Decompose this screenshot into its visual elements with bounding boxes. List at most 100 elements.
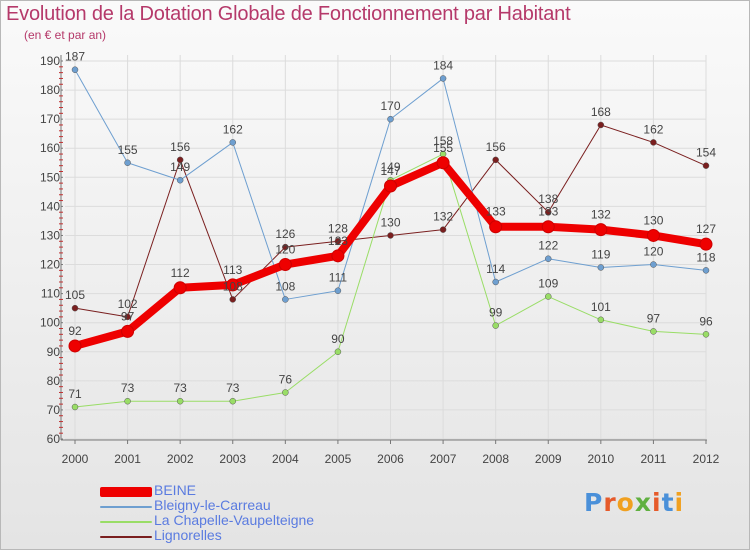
- data-label-beine: 97: [121, 309, 135, 323]
- y-tick-label: 100: [40, 316, 60, 330]
- x-tick-label: 2011: [641, 452, 667, 466]
- x-tick-label: 2002: [167, 452, 194, 466]
- point-beine: [594, 223, 608, 237]
- point-beine: [489, 220, 503, 234]
- data-label-bleigny-le-carreau: 187: [65, 50, 85, 64]
- point-bleigny-le-carreau: [545, 255, 552, 262]
- logo-letter: i: [652, 488, 662, 517]
- x-tick-label: 2003: [219, 452, 246, 466]
- data-label-bleigny-le-carreau: 184: [433, 58, 453, 72]
- x-tick-label: 2010: [587, 452, 614, 466]
- data-label-bleigny-le-carreau: 155: [118, 143, 138, 157]
- point-lignorelles: [229, 296, 236, 303]
- data-label-bleigny-le-carreau: 118: [696, 250, 715, 264]
- point-la-chapelle-vaupelteigne: [650, 328, 657, 335]
- point-bleigny-le-carreau: [650, 261, 657, 268]
- legend-swatch-bleigny-le-carreau: [100, 506, 152, 508]
- data-label-la-chapelle-vaupelteigne: 73: [121, 381, 135, 395]
- logo-letter: P: [584, 488, 604, 517]
- data-label-beine: 147: [380, 164, 400, 178]
- point-la-chapelle-vaupelteigne: [492, 322, 499, 329]
- x-tick-label: 2001: [114, 452, 141, 466]
- y-tick-label: 80: [47, 374, 61, 388]
- data-label-lignorelles: 156: [170, 140, 190, 154]
- y-tick-label: 160: [40, 141, 60, 155]
- series-group: [68, 66, 713, 411]
- y-tick-label: 190: [40, 54, 60, 68]
- y-tick-label: 170: [40, 112, 60, 126]
- data-label-la-chapelle-vaupelteigne: 101: [591, 300, 611, 314]
- data-label-beine: 92: [68, 324, 82, 338]
- point-la-chapelle-vaupelteigne: [702, 331, 710, 338]
- data-label-la-chapelle-vaupelteigne: 90: [331, 332, 345, 346]
- point-la-chapelle-vaupelteigne: [229, 397, 236, 405]
- point-beine: [331, 249, 345, 263]
- data-label-beine: 132: [591, 208, 611, 222]
- data-label-bleigny-le-carreau: 119: [591, 247, 610, 261]
- x-tick-label: 2005: [325, 452, 352, 466]
- data-label-lignorelles: 130: [380, 215, 400, 229]
- data-label-la-chapelle-vaupelteigne: 158: [433, 134, 453, 148]
- axes: 60 70 80 90 100 110 120 130 140 150 160 170 180 190 20…: [40, 54, 720, 466]
- point-beine: [384, 179, 397, 193]
- point-lignorelles: [282, 243, 289, 251]
- point-bleigny-le-carreau: [597, 264, 605, 271]
- point-bleigny-le-carreau: [334, 287, 342, 294]
- data-label-bleigny-le-carreau: 149: [170, 160, 190, 174]
- data-labels: 105 102 156 108 126 128 130 132 156 138 168 162 154 7…: [65, 50, 716, 401]
- x-tick-label: 2007: [430, 452, 457, 466]
- data-label-lignorelles: 168: [591, 105, 611, 119]
- data-label-lignorelles: 102: [118, 297, 138, 311]
- point-beine: [541, 220, 555, 234]
- x-tick-label: 2012: [693, 452, 720, 466]
- logo-letter: i: [674, 488, 685, 517]
- logo-letter: t: [661, 488, 675, 517]
- data-label-lignorelles: 156: [486, 140, 506, 154]
- point-lignorelles: [597, 121, 605, 129]
- point-beine: [121, 324, 135, 338]
- data-label-la-chapelle-vaupelteigne: 99: [489, 306, 503, 320]
- data-label-lignorelles: 126: [275, 227, 295, 241]
- point-beine: [278, 258, 292, 272]
- data-label-lignorelles: 154: [696, 146, 716, 160]
- point-lignorelles: [387, 232, 394, 239]
- data-label-la-chapelle-vaupelteigne: 76: [279, 372, 293, 386]
- data-label-beine: 120: [275, 243, 295, 257]
- point-la-chapelle-vaupelteigne: [545, 293, 552, 300]
- data-label-lignorelles: 132: [433, 210, 453, 224]
- data-label-bleigny-le-carreau: 114: [486, 262, 505, 276]
- legend-label-bleigny-le-carreau: Bleigny-le-Carreau: [154, 497, 271, 513]
- logo-letter: o: [616, 488, 635, 517]
- data-label-beine: 113: [223, 263, 242, 277]
- legend-label-beine: BEINE: [154, 482, 197, 498]
- data-label-la-chapelle-vaupelteigne: 109: [538, 277, 558, 291]
- data-label-la-chapelle-vaupelteigne: 149: [380, 160, 400, 174]
- point-beine: [699, 237, 713, 251]
- point-bleigny-le-carreau: [702, 267, 710, 274]
- y-tick-label: 140: [40, 199, 60, 213]
- point-bleigny-le-carreau: [124, 159, 131, 167]
- data-label-bleigny-le-carreau: 111: [329, 271, 348, 285]
- legend-swatch-lignorelles: [100, 536, 152, 538]
- data-label-la-chapelle-vaupelteigne: 71: [68, 387, 82, 401]
- point-beine: [226, 278, 240, 292]
- y-tick-label: 70: [47, 403, 61, 417]
- point-beine: [646, 228, 660, 242]
- point-lignorelles: [334, 238, 342, 245]
- data-label-la-chapelle-vaupelteigne: 73: [173, 381, 187, 395]
- y-tick-label: 180: [40, 83, 60, 97]
- data-label-beine: 123: [328, 234, 348, 248]
- data-label-lignorelles: 138: [538, 192, 558, 206]
- point-bleigny-le-carreau: [282, 296, 289, 303]
- y-tick-label: 120: [40, 258, 60, 272]
- data-label-beine: 133: [538, 205, 558, 219]
- point-lignorelles: [545, 208, 552, 216]
- point-la-chapelle-vaupelteigne: [124, 397, 131, 405]
- data-label-bleigny-le-carreau: 170: [380, 99, 400, 113]
- y-tick-label: 60: [47, 432, 61, 446]
- data-label-bleigny-le-carreau: 162: [223, 122, 243, 136]
- data-label-bleigny-le-carreau: 122: [538, 239, 558, 253]
- x-tick-label: 2004: [272, 452, 299, 466]
- point-bleigny-le-carreau: [387, 115, 394, 123]
